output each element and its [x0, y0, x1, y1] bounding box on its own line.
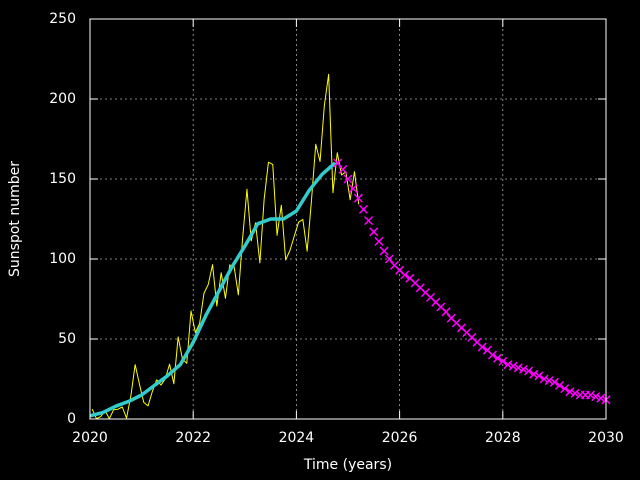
x-tick-label: 2020: [72, 430, 108, 446]
marker: [441, 307, 451, 317]
marker: [333, 158, 343, 168]
x-axis-label: Time (years): [303, 457, 392, 473]
marker: [338, 164, 348, 174]
marker: [493, 353, 503, 363]
marker: [348, 184, 358, 194]
marker: [364, 216, 374, 226]
marker: [555, 380, 565, 390]
marker: [591, 392, 601, 402]
marker: [513, 363, 523, 373]
marker: [570, 388, 580, 398]
marker: [343, 174, 353, 184]
x-tick-label: 2030: [588, 430, 624, 446]
marker: [518, 364, 528, 374]
marker: [534, 371, 544, 381]
y-axis-label: Sunspot number: [7, 161, 23, 277]
marker: [585, 390, 596, 400]
x-tick-label: 2028: [485, 430, 521, 446]
plot-border: [89, 18, 607, 420]
marker: [544, 376, 554, 386]
x-tick-label: 2026: [382, 430, 418, 446]
marker: [565, 387, 575, 397]
marker: [498, 356, 508, 366]
marker: [477, 342, 487, 352]
data-line: [89, 161, 337, 418]
marker: [508, 361, 518, 371]
marker: [503, 360, 513, 370]
marker: [524, 366, 534, 376]
data-line: [91, 73, 360, 420]
marker: [400, 270, 410, 280]
marker: [596, 393, 606, 403]
marker: [560, 384, 570, 394]
marker: [358, 204, 369, 214]
y-tick-label: 0: [67, 411, 76, 427]
marker: [353, 193, 363, 203]
marker: [549, 377, 559, 387]
y-tick-label: 100: [49, 251, 76, 267]
x-tick-label: 2024: [279, 430, 315, 446]
marker: [384, 254, 394, 264]
marker: [529, 369, 539, 379]
marker: [369, 227, 379, 237]
marker: [487, 350, 498, 360]
y-tick-label: 200: [49, 91, 76, 107]
y-tick-label: 250: [49, 11, 76, 27]
marker: [379, 246, 389, 256]
y-tick-label: 150: [49, 171, 76, 187]
x-tick-label: 2022: [175, 430, 211, 446]
marker: [374, 236, 384, 246]
marker: [539, 374, 549, 384]
y-tick-label: 50: [58, 331, 76, 347]
